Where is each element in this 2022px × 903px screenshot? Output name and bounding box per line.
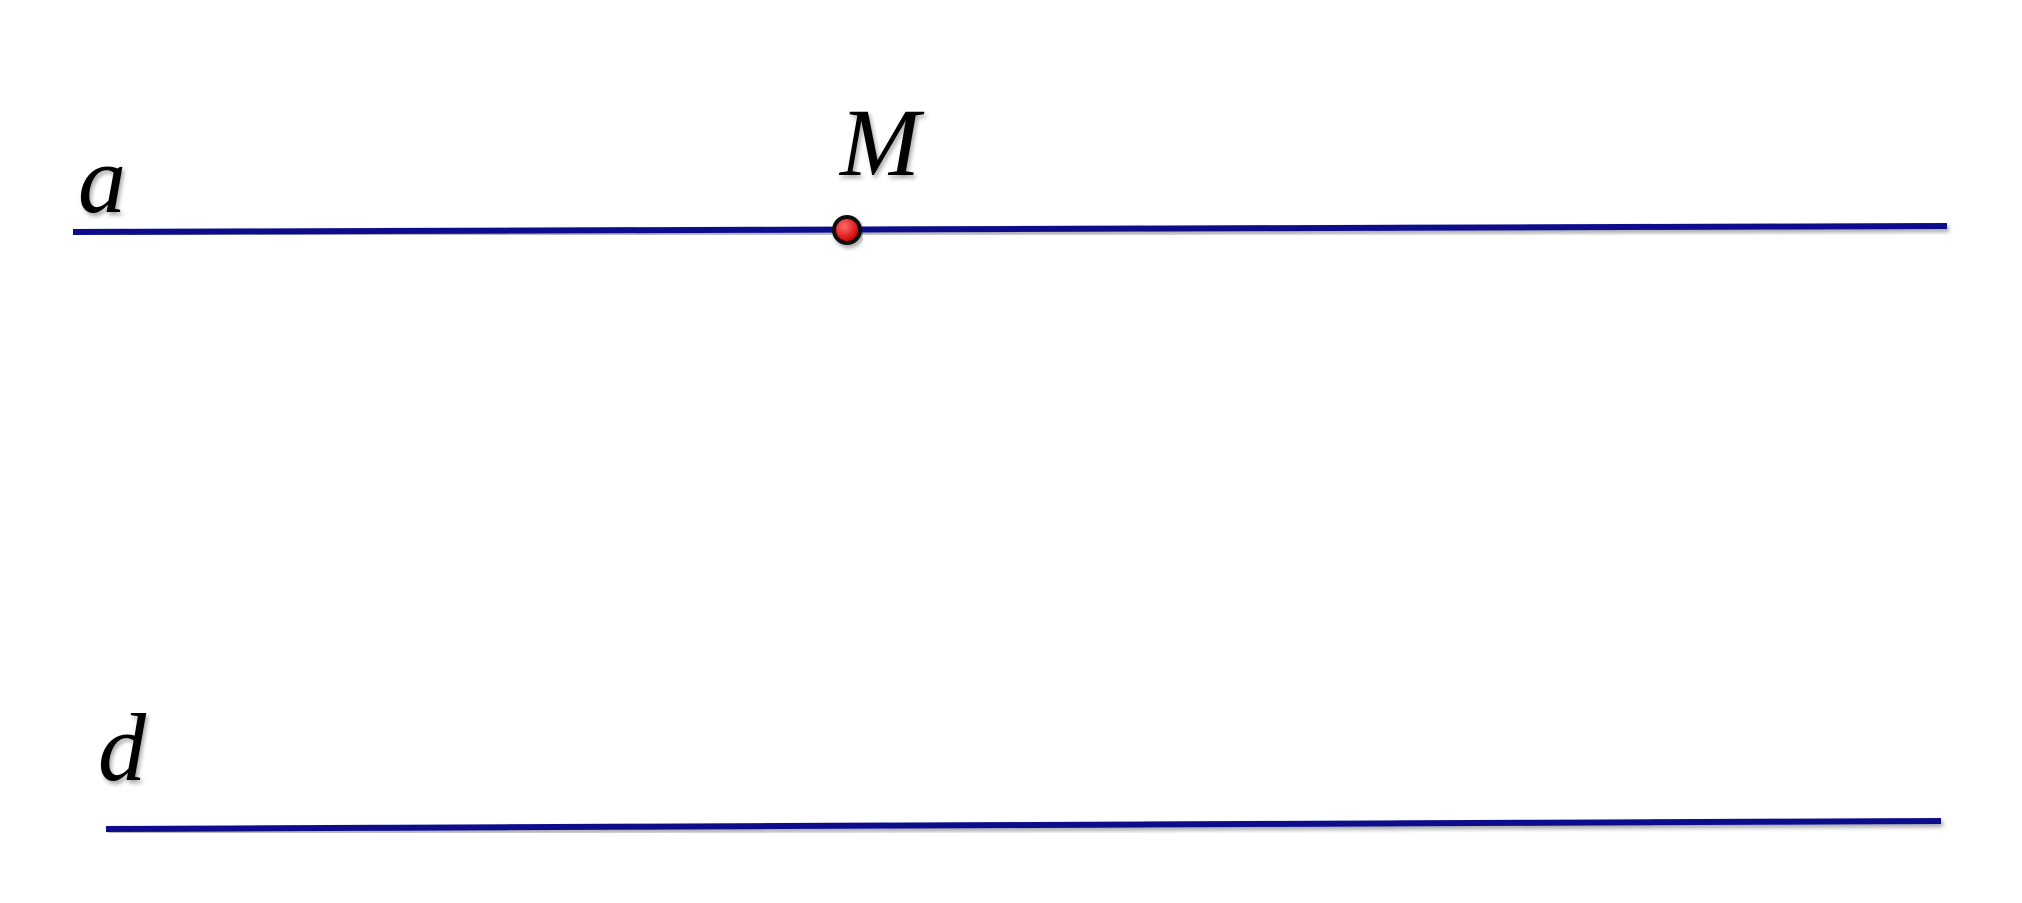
label-m: M — [838, 89, 925, 196]
label-d: d — [98, 694, 147, 801]
line-a — [72, 223, 1948, 235]
line-d — [105, 818, 1942, 832]
point-m — [832, 215, 862, 245]
label-a: a — [78, 126, 126, 233]
